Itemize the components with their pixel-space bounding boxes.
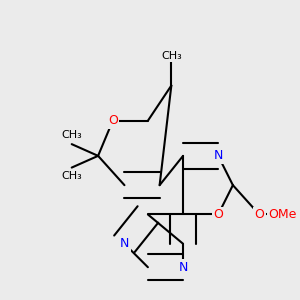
Text: O: O [108,114,118,127]
Text: N: N [214,149,223,162]
Text: N: N [178,261,188,274]
Text: CH₃: CH₃ [61,130,82,140]
Text: O: O [213,208,223,221]
Text: CH₃: CH₃ [61,171,82,182]
Text: O: O [254,208,264,221]
Text: OMe: OMe [268,208,297,221]
Text: CH₃: CH₃ [161,51,182,61]
Text: N: N [120,237,129,250]
